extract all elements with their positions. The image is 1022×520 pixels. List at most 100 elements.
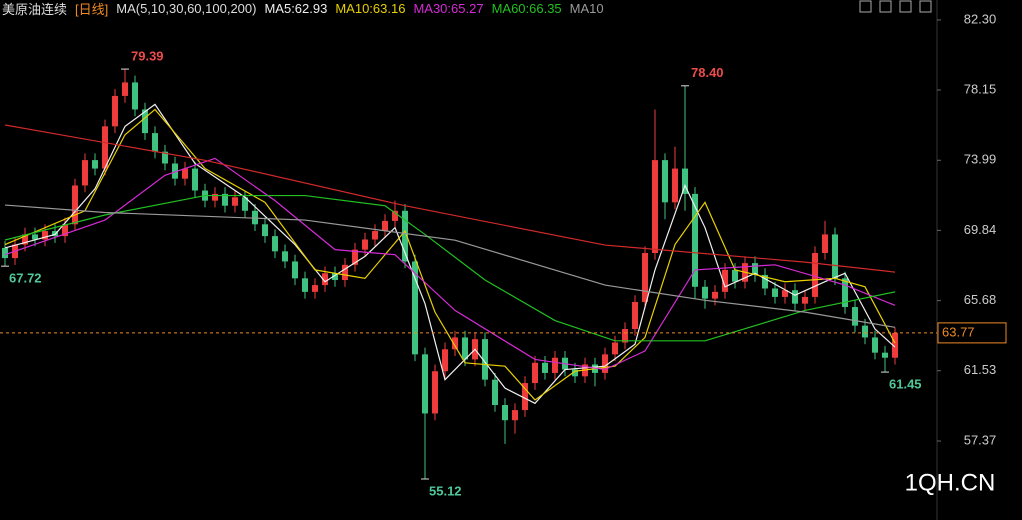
ma-line: [4, 103, 896, 405]
candle-body: [232, 197, 238, 206]
candle-body: [292, 261, 298, 279]
candle-body: [152, 133, 158, 152]
candle-body: [32, 234, 38, 240]
candle-body: [212, 193, 218, 201]
candle-body: [372, 231, 378, 240]
candle-body: [62, 224, 68, 237]
legend-item: MA60:66.35: [491, 0, 562, 16]
candle-body: [172, 163, 178, 179]
period: [日线]: [75, 1, 109, 17]
candle-body: [22, 234, 28, 245]
candle-body: [452, 337, 458, 350]
high-label: 78.40: [691, 65, 724, 80]
candle-body: [872, 337, 878, 353]
candle-body: [602, 354, 608, 373]
watermark: 1QH.CN: [905, 469, 996, 496]
candle-body: [652, 160, 658, 254]
low-label: 61.45: [889, 377, 922, 392]
legend-item: MA5:62.93: [264, 0, 328, 16]
candle-body: [252, 210, 258, 225]
candle-body: [492, 379, 498, 406]
candle-body: [572, 369, 578, 377]
candle-body: [402, 210, 408, 262]
candle-body: [732, 269, 738, 282]
candle-body: [522, 383, 528, 411]
y-tick-label: 73.99: [964, 152, 997, 167]
candle-body: [762, 274, 768, 289]
candle-body: [302, 278, 308, 292]
candle-body: [862, 325, 868, 338]
last-price-box: [937, 322, 1007, 344]
ma-line: [4, 157, 896, 371]
candle-body: [512, 410, 518, 421]
candle-body: [432, 371, 438, 414]
high-label: 79.39: [131, 49, 164, 64]
header: 美原油连续 [日线] MA(5,10,30,60,100,200) MA5:62…: [2, 0, 604, 17]
candle-body: [682, 168, 688, 194]
candle-body: [622, 329, 628, 343]
candle-body: [892, 332, 898, 358]
candle-body: [792, 290, 798, 304]
candle-body: [42, 231, 48, 240]
candle-body: [482, 339, 488, 380]
candle-body: [412, 261, 418, 355]
ma-line: [4, 204, 896, 328]
y-tick-label: 65.68: [964, 292, 997, 307]
candle-body: [272, 236, 278, 252]
candle-body: [692, 193, 698, 287]
candle-body: [142, 109, 148, 134]
candle-body: [352, 249, 358, 265]
candle-body: [782, 290, 788, 297]
candle-body: [752, 263, 758, 275]
candle-body: [192, 168, 198, 191]
candle-body: [362, 239, 368, 250]
candle-body: [132, 82, 138, 110]
candle-body: [222, 193, 228, 206]
y-tick-label: 82.30: [964, 11, 997, 26]
legend-item: MA30:65.27: [413, 0, 484, 16]
candle-body: [332, 273, 338, 281]
indicator[interactable]: MA(5,10,30,60,100,200): [116, 0, 257, 16]
candle-body: [802, 296, 808, 304]
candle-body: [672, 168, 678, 203]
candle-body: [82, 160, 88, 186]
candle-body: [702, 286, 708, 299]
toolbar-icons: [859, 0, 932, 13]
ma-line: [4, 194, 896, 342]
y-tick-label: 69.84: [964, 222, 997, 237]
title: 美原油连续: [2, 1, 68, 17]
candle-body: [772, 288, 778, 297]
y-tick-label: 57.37: [964, 432, 997, 447]
ma-line: [4, 124, 896, 273]
candle-body: [832, 234, 838, 279]
y-tick-label: 78.15: [964, 81, 997, 96]
candle-body: [262, 224, 268, 237]
candle-body: [812, 253, 818, 297]
legend-item: MA10:63.16: [335, 0, 406, 16]
candle-body: [122, 82, 128, 96]
candle-body: [182, 168, 188, 179]
candle-body: [102, 126, 108, 169]
candle-body: [282, 251, 288, 262]
legend-item: MA10: [569, 0, 604, 16]
candle-body: [632, 301, 638, 330]
candle-body: [852, 307, 858, 326]
candle-body: [462, 337, 468, 360]
low-label: 67.72: [9, 271, 42, 286]
candle-body: [442, 349, 448, 372]
candle-body: [612, 342, 618, 355]
candle-body: [382, 220, 388, 232]
y-tick-label: 61.53: [964, 362, 997, 377]
candle-body: [552, 357, 558, 373]
candle-body: [542, 362, 548, 373]
candles: [2, 69, 898, 479]
candle-body: [322, 273, 328, 286]
candle-body: [502, 405, 508, 421]
candle-body: [422, 354, 428, 414]
candle-body: [662, 160, 668, 203]
candle-body: [162, 151, 168, 164]
candle-body: [72, 185, 78, 225]
candle-body: [392, 210, 398, 221]
